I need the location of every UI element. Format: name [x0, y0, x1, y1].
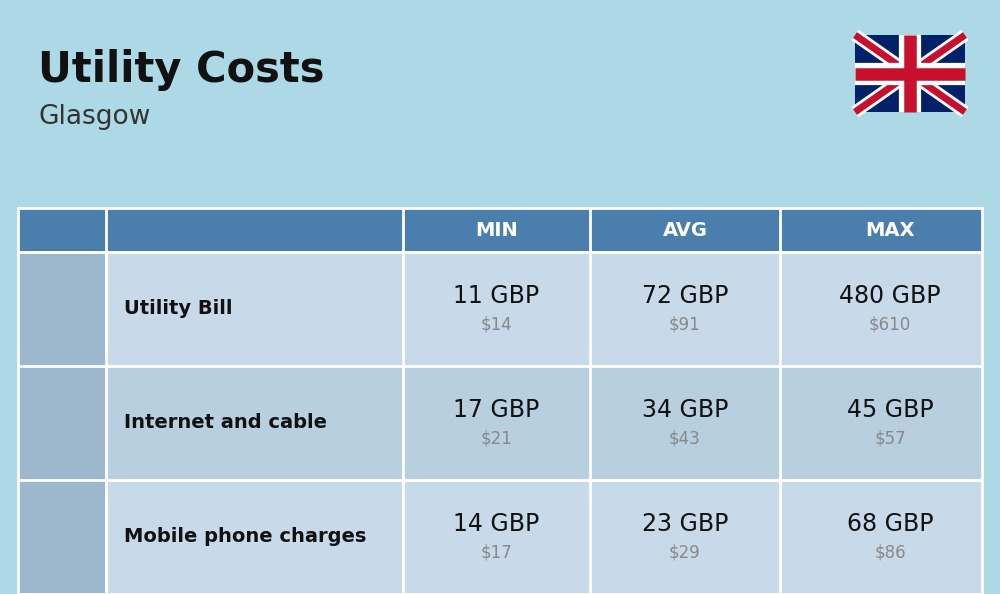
Text: 34 GBP: 34 GBP: [642, 398, 728, 422]
Text: $43: $43: [669, 430, 701, 448]
Text: 23 GBP: 23 GBP: [642, 512, 728, 536]
Text: $29: $29: [669, 544, 701, 562]
Bar: [18, 366, 982, 480]
Bar: [18, 208, 982, 252]
Bar: [18, 366, 106, 480]
Text: 72 GBP: 72 GBP: [642, 284, 728, 308]
Bar: [18, 252, 106, 366]
Text: AVG: AVG: [662, 220, 708, 239]
Text: $86: $86: [874, 544, 906, 562]
Text: $21: $21: [481, 430, 512, 448]
Text: 68 GBP: 68 GBP: [847, 512, 933, 536]
Text: Utility Costs: Utility Costs: [38, 49, 324, 91]
Bar: [855, 35, 965, 112]
Text: Mobile phone charges: Mobile phone charges: [124, 527, 366, 546]
Text: 11 GBP: 11 GBP: [453, 284, 540, 308]
Text: 14 GBP: 14 GBP: [453, 512, 540, 536]
Text: MIN: MIN: [475, 220, 518, 239]
Text: 17 GBP: 17 GBP: [453, 398, 540, 422]
Bar: [18, 252, 982, 366]
Text: $17: $17: [481, 544, 512, 562]
Text: $610: $610: [869, 316, 911, 334]
Text: $91: $91: [669, 316, 701, 334]
Text: 45 GBP: 45 GBP: [847, 398, 933, 422]
Text: Utility Bill: Utility Bill: [124, 299, 232, 318]
Text: $57: $57: [874, 430, 906, 448]
Bar: [18, 208, 982, 594]
Bar: [18, 480, 106, 594]
Text: $14: $14: [481, 316, 512, 334]
Text: Internet and cable: Internet and cable: [124, 413, 327, 432]
Text: 480 GBP: 480 GBP: [839, 284, 941, 308]
Text: MAX: MAX: [865, 220, 915, 239]
Text: Glasgow: Glasgow: [38, 104, 150, 130]
Bar: [18, 480, 982, 594]
